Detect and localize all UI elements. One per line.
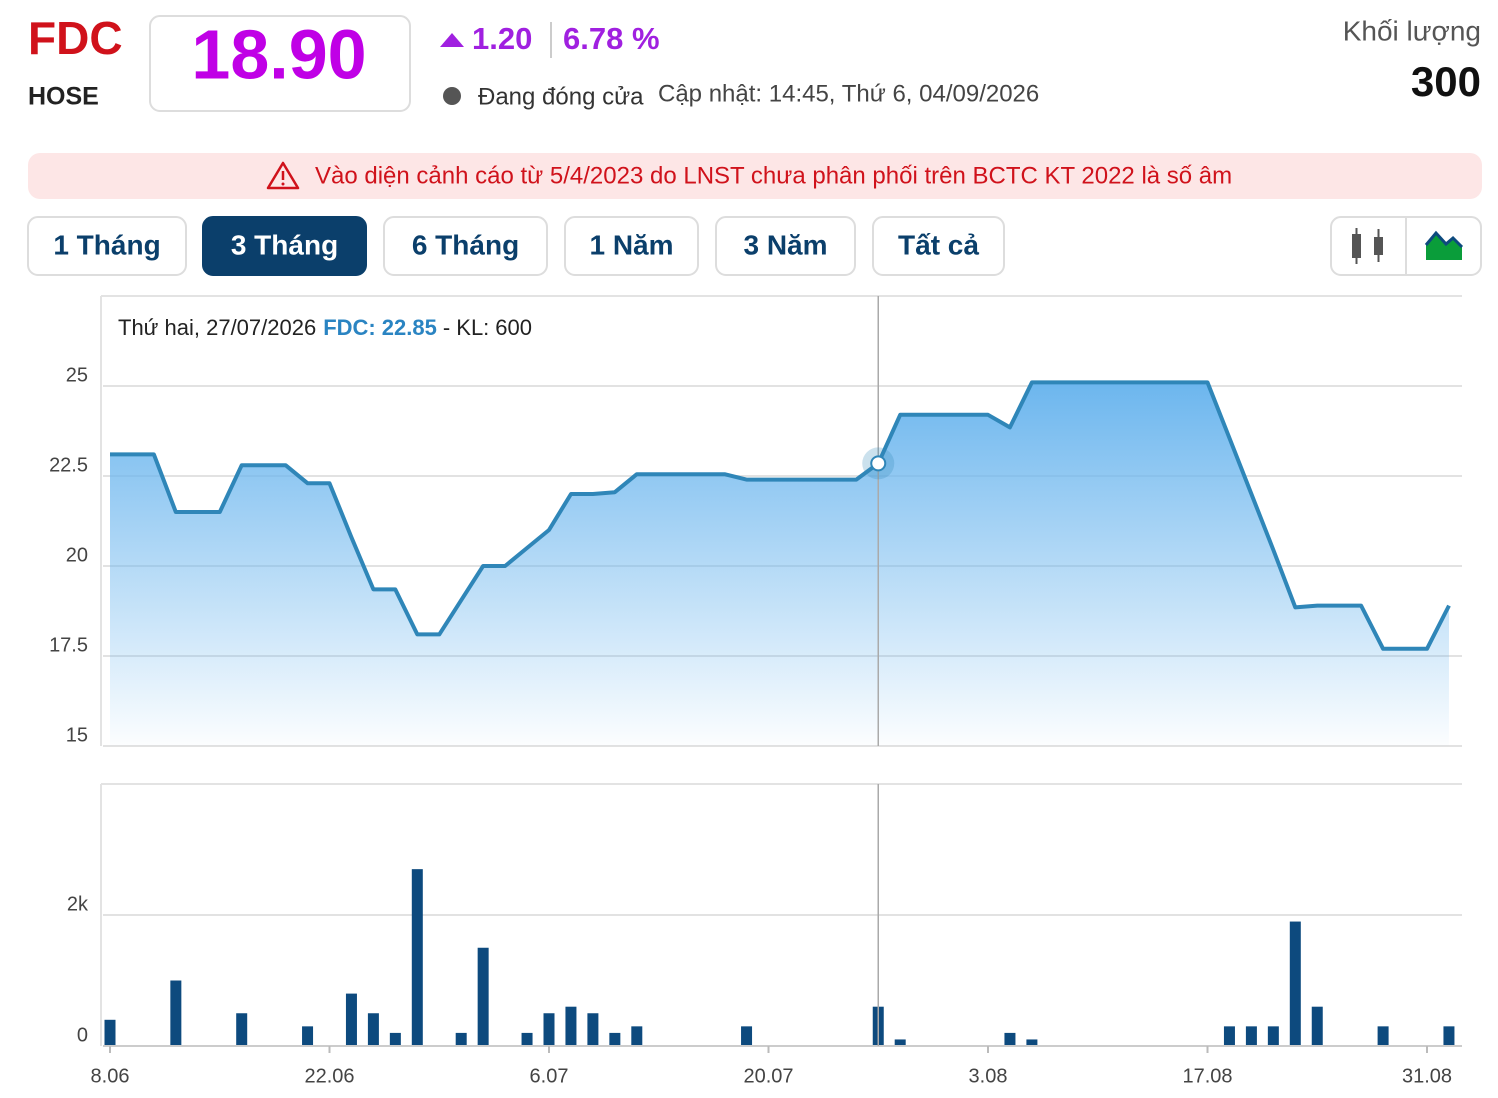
updated: Cập nhật: 14:45, Thứ 6, 04/09/2026: [658, 80, 1039, 107]
y-tick-label: 2k: [67, 893, 89, 915]
volume-bar: [477, 947, 489, 1046]
x-tick-label: 31.08: [1402, 1065, 1452, 1087]
volume-bar: [543, 1013, 555, 1046]
volume-bar: [170, 980, 182, 1046]
tab-label: Tất cả: [898, 229, 979, 260]
y-tick-label: 22.5: [49, 454, 88, 476]
exchange: HOSE: [28, 83, 99, 111]
tab-bg: [383, 216, 548, 276]
tab-label: 1 Năm: [589, 229, 673, 260]
volume-bar: [631, 1026, 643, 1046]
tab[interactable]: 3 Tháng: [202, 216, 367, 276]
y-tick-label: 15: [66, 724, 88, 746]
volume-bar: [367, 1013, 379, 1046]
volume-bar: [1377, 1026, 1389, 1046]
change-pct: 6.78 %: [563, 21, 660, 56]
volume-bar: [609, 1032, 621, 1046]
tab-label: 6 Tháng: [412, 229, 519, 260]
x-tick-label: 22.06: [304, 1065, 354, 1087]
tooltip: Thứ hai, 27/07/2026 FDC: 22.85- KL: 600: [118, 315, 532, 340]
volume-bar: [521, 1032, 533, 1046]
tab[interactable]: 6 Tháng: [383, 216, 548, 276]
warning-text: Vào diện cảnh cáo từ 5/4/2023 do LNST ch…: [315, 162, 1232, 189]
tab[interactable]: 1 Tháng: [27, 216, 187, 276]
warning-banner: [28, 153, 1482, 199]
volume-bar: [389, 1032, 401, 1046]
volume-bar: [104, 1019, 116, 1046]
volume-bar: [1245, 1026, 1257, 1046]
tab-label: 3 Tháng: [231, 229, 338, 260]
volume-bar: [1267, 1026, 1279, 1046]
volume-bar: [1223, 1026, 1235, 1046]
volume-bar: [236, 1013, 248, 1046]
y-tick-label: 25: [66, 364, 88, 386]
area-icon-line: [1424, 230, 1464, 249]
tab-label: 1 Tháng: [53, 229, 160, 260]
ticker: FDC: [28, 12, 123, 64]
tooltip-price: 22.85: [382, 315, 437, 340]
y-tick-label: 17.5: [49, 634, 88, 656]
y-tick-label: 0: [77, 1024, 88, 1046]
price-box: [149, 15, 411, 112]
volume-bar: [741, 1026, 753, 1046]
price-line: [110, 380, 1451, 651]
volume-bar: [587, 1013, 599, 1046]
volume-bar: [411, 869, 423, 1046]
tooltip-symbol: FDC:: [323, 315, 376, 340]
tab[interactable]: 3 Năm: [715, 216, 856, 276]
tooltip-volume: 600: [495, 315, 532, 340]
volume-bar: [455, 1032, 467, 1046]
tooltip-volume-label: - KL:: [443, 315, 489, 340]
volume-bar: [1004, 1032, 1016, 1046]
tab-bg: [715, 216, 856, 276]
area-button[interactable]: [1424, 230, 1464, 260]
volume-bar: [1443, 1026, 1455, 1046]
volume-bar: [565, 1006, 577, 1046]
volume-bar: [1289, 921, 1301, 1046]
hover-point: [870, 455, 887, 472]
price-area: [110, 382, 1449, 746]
volume-bar: [302, 1026, 314, 1046]
status: Đang đóng cửa: [478, 83, 644, 110]
warning-icon-dot: [281, 182, 285, 186]
volume-bar: [894, 1039, 906, 1046]
status-dot: [443, 87, 461, 105]
x-tick-label: 6.07: [530, 1065, 569, 1087]
price: 18.90: [191, 15, 366, 93]
tab-bg: [564, 216, 699, 276]
change: 1.20: [472, 21, 532, 56]
tab-bg: [202, 216, 367, 276]
tab-label: 3 Năm: [743, 229, 827, 260]
x-tick-label: 20.07: [743, 1065, 793, 1087]
tab-bg: [872, 216, 1005, 276]
volume-bar: [1311, 1006, 1323, 1046]
warning-icon: [266, 161, 300, 190]
volume: 300: [1411, 58, 1481, 105]
volume-label: Khối lượng: [1343, 15, 1481, 46]
x-tick-label: 3.08: [969, 1065, 1008, 1087]
tooltip-date: Thứ hai, 27/07/2026: [118, 315, 316, 340]
x-tick-label: 17.08: [1182, 1065, 1232, 1087]
tab-bg: [27, 216, 187, 276]
tab[interactable]: Tất cả: [872, 216, 1005, 276]
volume-bar: [1026, 1039, 1038, 1046]
x-tick-label: 8.06: [91, 1065, 130, 1087]
tab[interactable]: 1 Năm: [564, 216, 699, 276]
up-arrow: [440, 33, 464, 47]
volume-bar: [345, 993, 357, 1046]
candlestick-button[interactable]: [1352, 228, 1383, 264]
y-tick-label: 20: [66, 544, 88, 566]
